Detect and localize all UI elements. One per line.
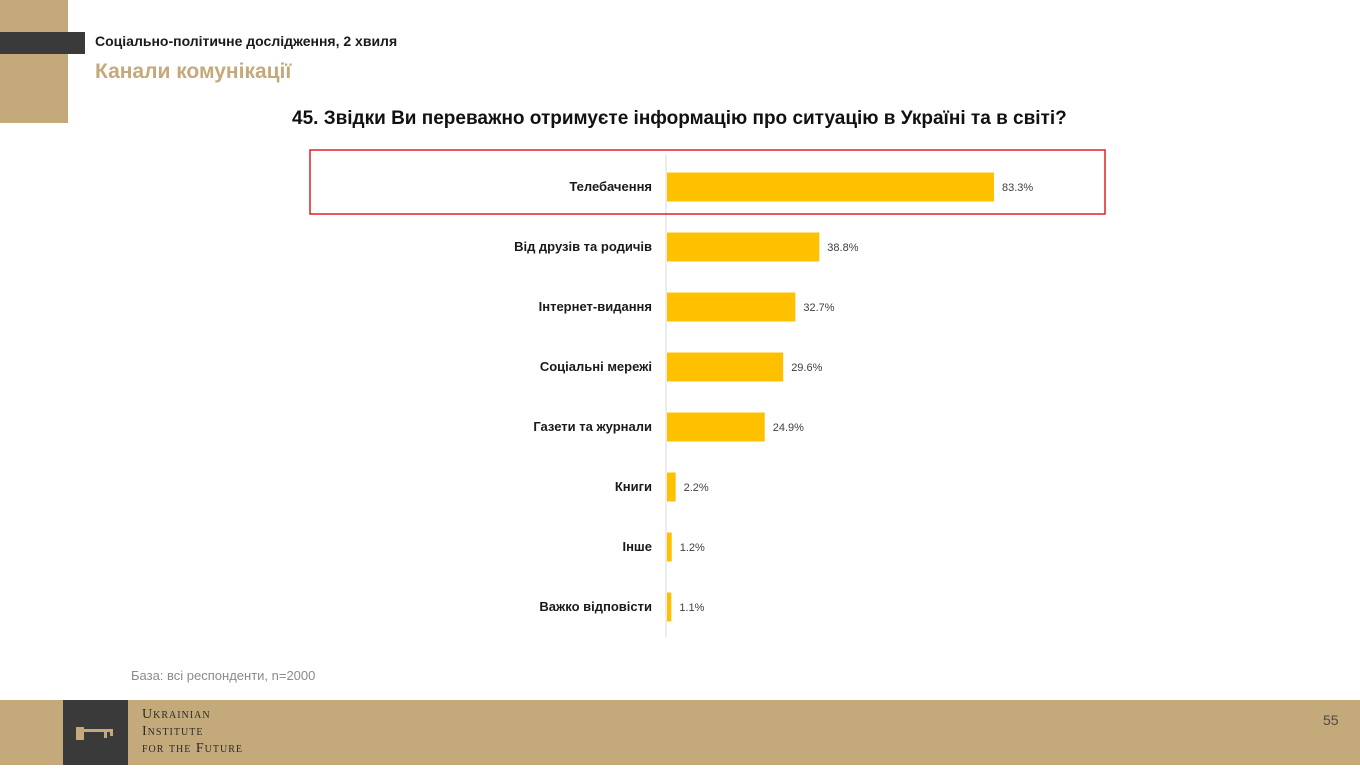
- bar: [667, 352, 784, 382]
- footer-bar: [0, 700, 1360, 765]
- category-label: Телебачення: [569, 179, 652, 194]
- highlight-box: [309, 149, 1106, 215]
- bar: [667, 232, 820, 262]
- question-title: 45. Звідки Ви переважно отримуєте інформ…: [292, 108, 1067, 129]
- page-number: 55: [1323, 712, 1339, 728]
- data-label: 29.6%: [791, 362, 822, 374]
- bar: [667, 172, 994, 202]
- bar: [667, 532, 672, 562]
- category-label: Важко відповісти: [539, 599, 652, 614]
- category-label: Інтернет-видання: [539, 299, 652, 314]
- data-label: 2.2%: [684, 482, 709, 494]
- brand-dark-bar: [0, 32, 85, 54]
- data-label: 1.1%: [679, 602, 704, 614]
- logo-key-icon: [63, 700, 128, 765]
- report-subtitle: Соціально-політичне дослідження, 2 хвиля: [95, 33, 398, 49]
- data-label: 32.7%: [803, 302, 834, 314]
- bar: [667, 592, 672, 622]
- section-title: Канали комунікації: [95, 60, 292, 83]
- data-label: 83.3%: [1002, 182, 1033, 194]
- data-label: 38.8%: [827, 242, 858, 254]
- logo-line: Ukrainian: [142, 707, 211, 722]
- data-label: 24.9%: [773, 422, 804, 434]
- brand-gold-block: [0, 0, 68, 123]
- category-label: Інше: [622, 539, 652, 554]
- logo-wordmark: Ukrainian Institute for the Future: [142, 706, 243, 757]
- category-label: Газети та журнали: [533, 419, 652, 434]
- bar: [667, 472, 676, 502]
- data-label: 1.2%: [680, 542, 705, 554]
- logo-line: Institute: [142, 724, 204, 739]
- category-label: Від друзів та родичів: [514, 239, 652, 254]
- bar: [667, 292, 796, 322]
- category-label: Книги: [615, 479, 652, 494]
- category-label: Соціальні мережі: [540, 359, 652, 374]
- base-note: База: всі респонденти, n=2000: [131, 668, 316, 683]
- bar: [667, 412, 765, 442]
- bar-chart: Телебачення 83.3% Від друзів та родичів 38.…: [309, 149, 1106, 637]
- logo-line: for the Future: [142, 741, 244, 756]
